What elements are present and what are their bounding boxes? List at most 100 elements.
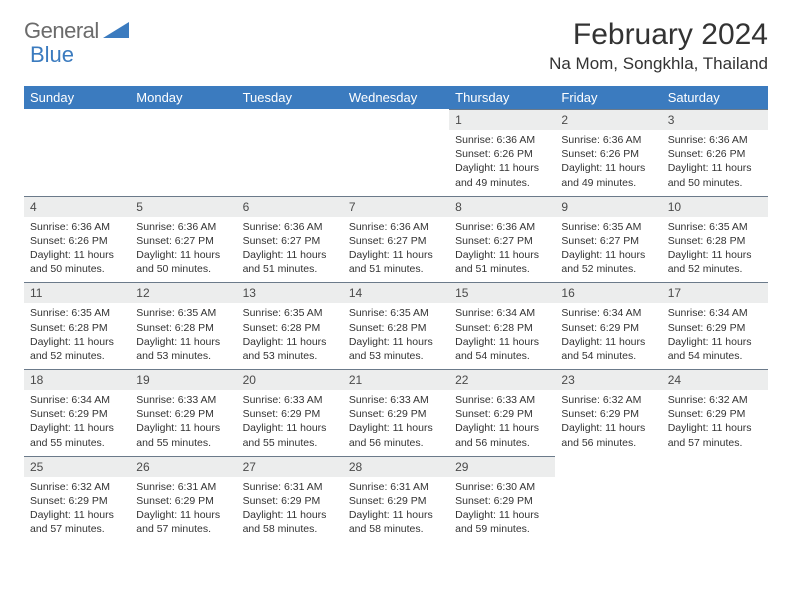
calendar-cell: 8Sunrise: 6:36 AMSunset: 6:27 PMDaylight… (449, 196, 555, 283)
weekday-header: Monday (130, 86, 236, 109)
calendar-cell: 22Sunrise: 6:33 AMSunset: 6:29 PMDayligh… (449, 369, 555, 456)
day-details: Sunrise: 6:33 AMSunset: 6:29 PMDaylight:… (130, 390, 236, 456)
day-details: Sunrise: 6:33 AMSunset: 6:29 PMDaylight:… (237, 390, 343, 456)
calendar-cell: 13Sunrise: 6:35 AMSunset: 6:28 PMDayligh… (237, 282, 343, 369)
day-details: Sunrise: 6:35 AMSunset: 6:28 PMDaylight:… (24, 303, 130, 369)
calendar-row: 18Sunrise: 6:34 AMSunset: 6:29 PMDayligh… (24, 369, 768, 456)
calendar-cell: 24Sunrise: 6:32 AMSunset: 6:29 PMDayligh… (662, 369, 768, 456)
calendar-cell (662, 456, 768, 543)
day-number: 24 (662, 369, 768, 390)
day-details: Sunrise: 6:31 AMSunset: 6:29 PMDaylight:… (130, 477, 236, 543)
day-details: Sunrise: 6:32 AMSunset: 6:29 PMDaylight:… (24, 477, 130, 543)
calendar-cell: 18Sunrise: 6:34 AMSunset: 6:29 PMDayligh… (24, 369, 130, 456)
day-details: Sunrise: 6:36 AMSunset: 6:26 PMDaylight:… (449, 130, 555, 196)
calendar-cell: 10Sunrise: 6:35 AMSunset: 6:28 PMDayligh… (662, 196, 768, 283)
calendar-cell (130, 109, 236, 196)
logo: General (24, 18, 129, 44)
day-details: Sunrise: 6:35 AMSunset: 6:28 PMDaylight:… (343, 303, 449, 369)
calendar-cell (555, 456, 661, 543)
calendar-cell (24, 109, 130, 196)
day-details: Sunrise: 6:35 AMSunset: 6:27 PMDaylight:… (555, 217, 661, 283)
day-number: 26 (130, 456, 236, 477)
day-number: 8 (449, 196, 555, 217)
calendar-cell: 5Sunrise: 6:36 AMSunset: 6:27 PMDaylight… (130, 196, 236, 283)
calendar-cell: 19Sunrise: 6:33 AMSunset: 6:29 PMDayligh… (130, 369, 236, 456)
calendar-cell (237, 109, 343, 196)
day-details: Sunrise: 6:36 AMSunset: 6:27 PMDaylight:… (130, 217, 236, 283)
day-details: Sunrise: 6:34 AMSunset: 6:29 PMDaylight:… (24, 390, 130, 456)
calendar-cell: 9Sunrise: 6:35 AMSunset: 6:27 PMDaylight… (555, 196, 661, 283)
logo-text-gray: General (24, 18, 99, 44)
day-number: 3 (662, 109, 768, 130)
day-number: 2 (555, 109, 661, 130)
day-number: 7 (343, 196, 449, 217)
day-details: Sunrise: 6:36 AMSunset: 6:27 PMDaylight:… (343, 217, 449, 283)
day-number: 10 (662, 196, 768, 217)
calendar-row: 11Sunrise: 6:35 AMSunset: 6:28 PMDayligh… (24, 282, 768, 369)
logo-text-blue: Blue (30, 42, 74, 68)
calendar-row: 25Sunrise: 6:32 AMSunset: 6:29 PMDayligh… (24, 456, 768, 543)
calendar-cell: 23Sunrise: 6:32 AMSunset: 6:29 PMDayligh… (555, 369, 661, 456)
logo-triangle-icon (103, 18, 129, 44)
calendar-cell (343, 109, 449, 196)
day-details: Sunrise: 6:31 AMSunset: 6:29 PMDaylight:… (343, 477, 449, 543)
calendar-cell: 29Sunrise: 6:30 AMSunset: 6:29 PMDayligh… (449, 456, 555, 543)
weekday-header: Tuesday (237, 86, 343, 109)
day-number: 23 (555, 369, 661, 390)
calendar-cell: 1Sunrise: 6:36 AMSunset: 6:26 PMDaylight… (449, 109, 555, 196)
day-details: Sunrise: 6:30 AMSunset: 6:29 PMDaylight:… (449, 477, 555, 543)
day-number: 11 (24, 282, 130, 303)
day-details: Sunrise: 6:36 AMSunset: 6:26 PMDaylight:… (24, 217, 130, 283)
weekday-header: Sunday (24, 86, 130, 109)
calendar-cell: 3Sunrise: 6:36 AMSunset: 6:26 PMDaylight… (662, 109, 768, 196)
calendar-cell: 15Sunrise: 6:34 AMSunset: 6:28 PMDayligh… (449, 282, 555, 369)
day-details: Sunrise: 6:36 AMSunset: 6:27 PMDaylight:… (237, 217, 343, 283)
day-number: 18 (24, 369, 130, 390)
weekday-header: Thursday (449, 86, 555, 109)
day-number: 4 (24, 196, 130, 217)
calendar-head: SundayMondayTuesdayWednesdayThursdayFrid… (24, 86, 768, 109)
calendar-cell: 6Sunrise: 6:36 AMSunset: 6:27 PMDaylight… (237, 196, 343, 283)
calendar-row: 4Sunrise: 6:36 AMSunset: 6:26 PMDaylight… (24, 196, 768, 283)
day-details: Sunrise: 6:34 AMSunset: 6:28 PMDaylight:… (449, 303, 555, 369)
day-number: 6 (237, 196, 343, 217)
day-number: 16 (555, 282, 661, 303)
weekday-header: Saturday (662, 86, 768, 109)
day-details: Sunrise: 6:34 AMSunset: 6:29 PMDaylight:… (555, 303, 661, 369)
month-title: February 2024 (549, 18, 768, 52)
calendar-cell: 17Sunrise: 6:34 AMSunset: 6:29 PMDayligh… (662, 282, 768, 369)
calendar-cell: 16Sunrise: 6:34 AMSunset: 6:29 PMDayligh… (555, 282, 661, 369)
day-number: 25 (24, 456, 130, 477)
day-number: 15 (449, 282, 555, 303)
day-details: Sunrise: 6:33 AMSunset: 6:29 PMDaylight:… (343, 390, 449, 456)
day-details: Sunrise: 6:33 AMSunset: 6:29 PMDaylight:… (449, 390, 555, 456)
day-details: Sunrise: 6:36 AMSunset: 6:26 PMDaylight:… (662, 130, 768, 196)
day-details: Sunrise: 6:32 AMSunset: 6:29 PMDaylight:… (662, 390, 768, 456)
calendar-cell: 26Sunrise: 6:31 AMSunset: 6:29 PMDayligh… (130, 456, 236, 543)
calendar-cell: 20Sunrise: 6:33 AMSunset: 6:29 PMDayligh… (237, 369, 343, 456)
calendar-table: SundayMondayTuesdayWednesdayThursdayFrid… (24, 86, 768, 542)
day-number: 21 (343, 369, 449, 390)
day-number: 17 (662, 282, 768, 303)
header: General February 2024 Na Mom, Songkhla, … (24, 18, 768, 74)
calendar-cell: 21Sunrise: 6:33 AMSunset: 6:29 PMDayligh… (343, 369, 449, 456)
calendar-cell: 27Sunrise: 6:31 AMSunset: 6:29 PMDayligh… (237, 456, 343, 543)
day-number: 13 (237, 282, 343, 303)
calendar-cell: 28Sunrise: 6:31 AMSunset: 6:29 PMDayligh… (343, 456, 449, 543)
day-details: Sunrise: 6:32 AMSunset: 6:29 PMDaylight:… (555, 390, 661, 456)
day-number: 29 (449, 456, 555, 477)
calendar-cell: 7Sunrise: 6:36 AMSunset: 6:27 PMDaylight… (343, 196, 449, 283)
calendar-row: 1Sunrise: 6:36 AMSunset: 6:26 PMDaylight… (24, 109, 768, 196)
day-details: Sunrise: 6:34 AMSunset: 6:29 PMDaylight:… (662, 303, 768, 369)
day-number: 9 (555, 196, 661, 217)
day-details: Sunrise: 6:35 AMSunset: 6:28 PMDaylight:… (662, 217, 768, 283)
day-number: 28 (343, 456, 449, 477)
day-number: 12 (130, 282, 236, 303)
calendar-cell: 11Sunrise: 6:35 AMSunset: 6:28 PMDayligh… (24, 282, 130, 369)
calendar-cell: 14Sunrise: 6:35 AMSunset: 6:28 PMDayligh… (343, 282, 449, 369)
title-block: February 2024 Na Mom, Songkhla, Thailand (549, 18, 768, 74)
day-details: Sunrise: 6:36 AMSunset: 6:27 PMDaylight:… (449, 217, 555, 283)
day-details: Sunrise: 6:31 AMSunset: 6:29 PMDaylight:… (237, 477, 343, 543)
day-number: 5 (130, 196, 236, 217)
day-number: 14 (343, 282, 449, 303)
